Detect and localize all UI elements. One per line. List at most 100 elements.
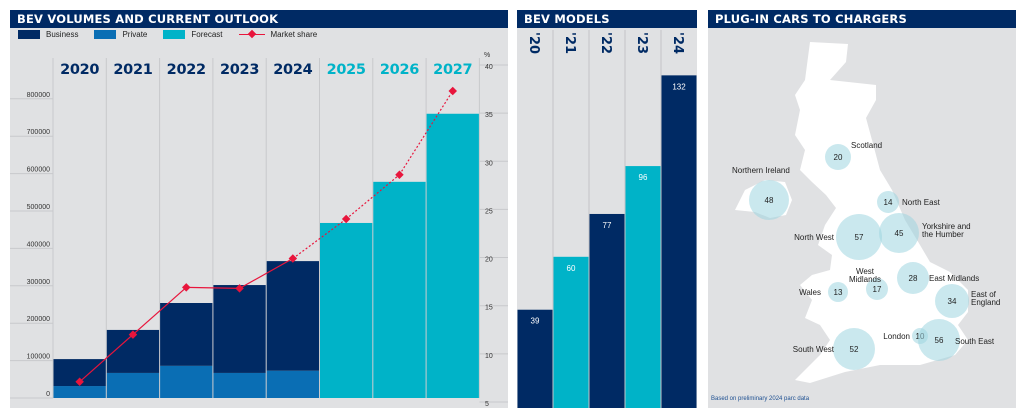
model-value-label: 132 [672, 82, 686, 91]
region-value: 13 [834, 288, 843, 297]
model-year-label: '20 [526, 32, 541, 54]
forecast-swatch [163, 30, 186, 39]
model-bar [625, 166, 661, 408]
private-bar [160, 365, 213, 398]
private-bar [106, 372, 160, 398]
year-label: 2025 [327, 62, 366, 78]
model-value-label: 77 [603, 221, 612, 230]
region-label: Midlands [849, 275, 881, 284]
region-value: 17 [873, 285, 882, 294]
forecast-bar [373, 181, 426, 398]
region-value: 45 [895, 229, 904, 238]
y-tick-label: 0 [46, 391, 50, 398]
legend-business-label: Business [46, 30, 79, 39]
legend-private: Private [94, 30, 147, 39]
private-bar [266, 370, 319, 398]
y-tick-label: 500000 [27, 204, 50, 211]
market-share-point [182, 283, 191, 292]
business-swatch [18, 30, 40, 39]
private-bar [53, 386, 106, 398]
model-bar [553, 256, 589, 408]
region-bubble [879, 213, 919, 253]
y-tick-label: 600000 [27, 167, 50, 174]
region-bubble [836, 214, 882, 260]
model-value-label: 60 [567, 264, 576, 273]
forecast-bar [320, 222, 373, 398]
map-footnote: Based on preliminary 2024 parc data [711, 396, 810, 402]
chart-legend: Business Private Forecast Market share [18, 30, 333, 39]
y2-axis-label: % [484, 52, 490, 59]
market-share-line [292, 218, 347, 259]
legend-private-label: Private [122, 30, 148, 39]
market-share-line [345, 174, 400, 220]
region-value: 57 [855, 233, 864, 242]
region-value: 14 [884, 198, 893, 207]
region-bubble [918, 319, 960, 361]
model-bar [589, 213, 625, 408]
region-value: 28 [909, 274, 918, 283]
market-share-point [448, 86, 457, 96]
model-year-label: '21 [562, 32, 577, 54]
model-value-label: 96 [639, 173, 648, 182]
year-label: 2023 [220, 62, 259, 78]
legend-market-share-label: Market share [270, 30, 318, 39]
region-label: London [883, 332, 910, 341]
year-label: 2026 [380, 62, 419, 78]
region-label: South East [955, 337, 995, 346]
business-bar [266, 261, 319, 371]
region-label: Scotland [851, 141, 882, 150]
models-title: BEV MODELS [517, 10, 697, 28]
volumes-title: BEV VOLUMES AND CURRENT OUTLOOK [10, 10, 508, 28]
region-bubble [828, 282, 848, 302]
model-value-label: 39 [531, 317, 540, 326]
market-share-marker-icon [238, 30, 265, 39]
year-label: 2020 [60, 62, 99, 78]
legend-business: Business [18, 30, 78, 39]
market-share-point [395, 170, 404, 179]
region-value: 52 [850, 345, 859, 354]
market-share-line [79, 334, 134, 383]
year-label: 2022 [167, 62, 206, 78]
region-value: 20 [834, 153, 843, 162]
y2-tick-label: 30 [485, 160, 493, 167]
region-value: 48 [765, 196, 774, 205]
market-share-point [235, 284, 244, 293]
private-swatch [94, 30, 117, 39]
year-label: 2021 [113, 62, 152, 78]
region-bubble [833, 328, 875, 370]
y2-tick-label: 10 [485, 353, 493, 360]
region-bubble [866, 278, 888, 300]
y2-tick-label: 20 [485, 257, 493, 264]
region-label: East of [971, 290, 997, 299]
region-bubble [877, 191, 899, 213]
region-label: South West [793, 345, 835, 354]
private-bar [213, 372, 266, 398]
y2-tick-label: 15 [485, 305, 493, 312]
region-bubble [825, 144, 851, 170]
model-bar [517, 309, 553, 408]
legend-forecast: Forecast [163, 30, 223, 39]
market-share-line [398, 90, 454, 176]
y-tick-label: 700000 [27, 129, 50, 136]
y2-tick-label: 40 [485, 64, 493, 71]
year-label: 2024 [273, 62, 312, 78]
market-share-line [239, 257, 294, 289]
y2-tick-label: 35 [485, 112, 493, 119]
model-year-label: '23 [634, 32, 649, 54]
year-label: 2027 [433, 62, 472, 78]
market-share-point [75, 377, 84, 387]
region-label: Wales [799, 288, 821, 297]
legend-forecast-label: Forecast [191, 30, 223, 39]
business-bar [160, 303, 213, 366]
forecast-bar [426, 113, 479, 398]
y-tick-label: 400000 [27, 241, 50, 248]
model-bar [661, 75, 697, 409]
region-label: Northern Ireland [732, 166, 790, 175]
region-label: the Humber [922, 230, 964, 239]
y2-tick-label: 5 [485, 401, 489, 408]
market-share-line [186, 286, 240, 289]
region-label: East Midlands [929, 274, 979, 283]
region-label: North East [902, 198, 941, 207]
region-value: 56 [935, 336, 944, 345]
